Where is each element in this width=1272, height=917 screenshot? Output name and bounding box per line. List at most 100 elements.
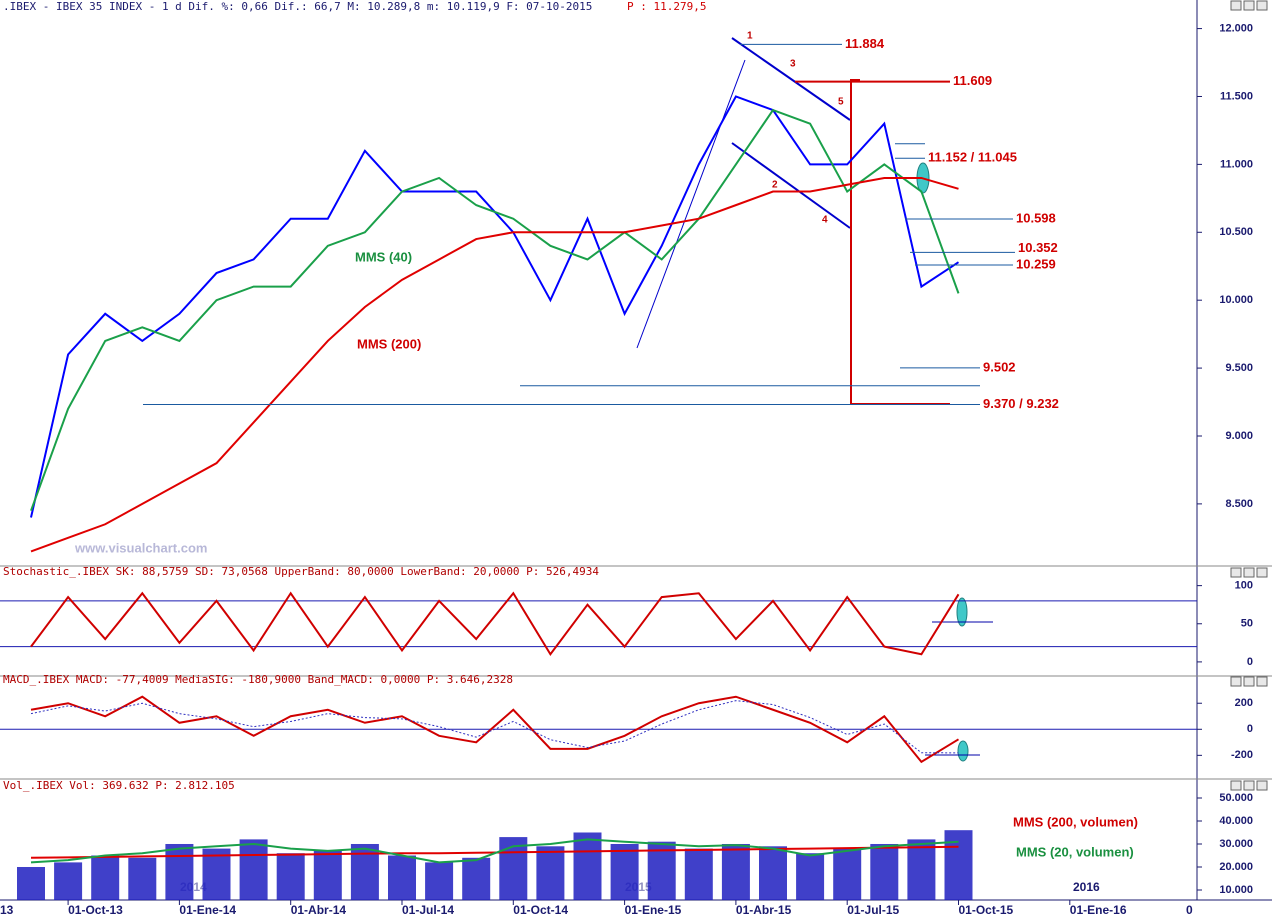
volume-bar bbox=[17, 866, 45, 900]
y-tick-label: 9.500 bbox=[1225, 362, 1253, 374]
btn[interactable] bbox=[1243, 780, 1255, 791]
watermark: www.visualchart.com bbox=[74, 540, 207, 555]
volume-bar bbox=[536, 846, 565, 900]
window-buttons[interactable] bbox=[1230, 0, 1268, 791]
channel bbox=[731, 142, 851, 229]
volume-bar bbox=[796, 853, 825, 900]
wave-label: 5 bbox=[838, 97, 844, 108]
btn[interactable] bbox=[1256, 0, 1268, 11]
wave-label: 4 bbox=[822, 215, 828, 226]
x-tick-label: 01-Abr-14 bbox=[291, 903, 347, 917]
volume-bar bbox=[165, 843, 194, 900]
price-header: .IBEX - IBEX 35 INDEX - 1 d Dif. %: 0,66… bbox=[3, 0, 592, 13]
y-tick-label: 10.000 bbox=[1219, 294, 1253, 306]
volume-bar bbox=[313, 850, 342, 900]
channel bbox=[731, 37, 851, 121]
volume-bar bbox=[499, 837, 528, 900]
series-line bbox=[30, 838, 959, 864]
x-tick-label: 01-Abr-15 bbox=[736, 903, 792, 917]
y-tick-label: 100 bbox=[1235, 580, 1253, 592]
volume-bar bbox=[759, 846, 787, 900]
y-tick-label: 40.000 bbox=[1219, 815, 1253, 827]
btn[interactable] bbox=[1256, 567, 1268, 578]
level-label: 11.884 bbox=[845, 36, 885, 51]
volume-bar bbox=[276, 853, 305, 900]
y-tick-label: 30.000 bbox=[1219, 838, 1253, 850]
y-tick-label: 20.000 bbox=[1219, 861, 1253, 873]
volume-bar bbox=[425, 862, 454, 900]
series-line bbox=[30, 695, 960, 764]
series-line bbox=[30, 108, 960, 512]
y-tick-label: 11.500 bbox=[1220, 90, 1253, 102]
y-tick-label: 10.000 bbox=[1219, 884, 1253, 896]
year-label: 2016 bbox=[1073, 880, 1100, 894]
volume-bar bbox=[239, 839, 268, 900]
volume-bar bbox=[462, 857, 491, 900]
wave-label: 3 bbox=[790, 59, 796, 70]
x-tick-label: 01-Jul-14 bbox=[402, 903, 454, 917]
price-header-p: P : 11.279,5 bbox=[627, 0, 706, 13]
trend bbox=[636, 59, 746, 349]
level-label: 10.352 bbox=[1018, 240, 1058, 255]
highlight bbox=[956, 597, 968, 627]
vol-mms200-label: MMS (200, volumen) bbox=[1013, 814, 1138, 829]
wave-label: 2 bbox=[772, 180, 778, 191]
volume-bar bbox=[833, 848, 862, 900]
y-tick-label: 0 bbox=[1247, 656, 1253, 668]
volume-bar bbox=[54, 862, 83, 900]
vol-mms20-label: MMS (20, volumen) bbox=[1016, 844, 1134, 859]
vol-header: Vol_.IBEX Vol: 369.632 P: 2.812.105 bbox=[3, 779, 235, 792]
wave-label: 1 bbox=[747, 31, 753, 42]
level-label: 10.598 bbox=[1016, 210, 1056, 225]
macd-header: MACD_.IBEX MACD: -77,4009 MediaSIG: -180… bbox=[3, 673, 513, 686]
volume-bar bbox=[610, 843, 639, 900]
x-tick-label: 01-Oct-13 bbox=[68, 903, 123, 917]
level-label: 11.609 bbox=[953, 73, 992, 88]
x-edge-label: 13 bbox=[0, 903, 14, 917]
btn[interactable] bbox=[1243, 0, 1255, 11]
y-tick-label: 8.500 bbox=[1225, 498, 1253, 510]
level-label: 9.370 / 9.232 bbox=[983, 396, 1059, 411]
box-edge bbox=[850, 79, 860, 404]
btn[interactable] bbox=[1256, 676, 1268, 687]
volume-bar bbox=[128, 857, 157, 900]
y-tick-label: 10.500 bbox=[1219, 226, 1253, 238]
volume-bar bbox=[91, 855, 120, 900]
y-tick-label: 50 bbox=[1241, 618, 1253, 630]
volume-bar bbox=[573, 832, 602, 900]
highlight bbox=[957, 740, 969, 762]
corner-label: 0 bbox=[1186, 903, 1193, 917]
btn[interactable] bbox=[1230, 0, 1242, 11]
volume-bar bbox=[202, 848, 231, 900]
btn[interactable] bbox=[1243, 676, 1255, 687]
volume-bar bbox=[388, 855, 416, 900]
series-line bbox=[30, 176, 959, 553]
volume-bar bbox=[870, 843, 899, 900]
mms200-label: MMS (200) bbox=[357, 336, 421, 351]
btn[interactable] bbox=[1256, 780, 1268, 791]
volume-bar bbox=[907, 839, 936, 900]
x-tick-label: 01-Ene-15 bbox=[625, 903, 682, 917]
level-label: 9.502 bbox=[983, 359, 1016, 374]
btn[interactable] bbox=[1230, 676, 1242, 687]
y-tick-label: -200 bbox=[1231, 749, 1253, 761]
x-tick-label: 01-Jul-15 bbox=[847, 903, 899, 917]
x-tick-label: 01-Oct-15 bbox=[959, 903, 1014, 917]
y-tick-label: 0 bbox=[1247, 723, 1253, 735]
volume-bar bbox=[944, 830, 973, 900]
y-tick-label: 12.000 bbox=[1219, 22, 1253, 34]
stoch-header: Stochastic_.IBEX SK: 88,5759 SD: 73,0568… bbox=[3, 565, 599, 578]
y-tick-label: 9.000 bbox=[1225, 430, 1253, 442]
btn[interactable] bbox=[1230, 567, 1242, 578]
series-line bbox=[30, 700, 959, 754]
channel-lines bbox=[636, 37, 851, 349]
y-tick-label: 200 bbox=[1235, 697, 1253, 709]
btn[interactable] bbox=[1243, 567, 1255, 578]
btn[interactable] bbox=[1230, 780, 1242, 791]
level-label: 11.152 / 11.045 bbox=[928, 150, 1017, 165]
volume-bar bbox=[684, 848, 713, 900]
y-tick-label: 11.000 bbox=[1220, 158, 1253, 170]
series-line bbox=[30, 591, 960, 657]
